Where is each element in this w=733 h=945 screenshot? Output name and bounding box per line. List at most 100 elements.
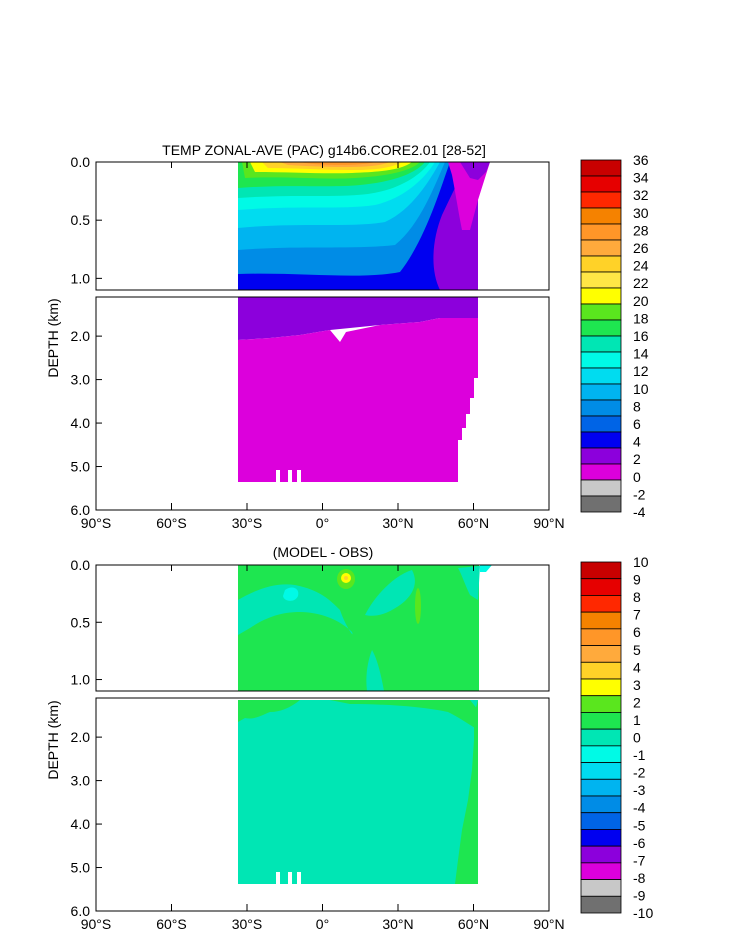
x-tick-label: 90°S	[81, 515, 112, 531]
colorbar-swatch	[580, 712, 622, 730]
y-tick-label: 5.0	[71, 459, 91, 475]
x-axis: 90°S 60°S 30°S 0° 30°N 60°N 90°N	[81, 565, 565, 932]
colorbar-swatch	[580, 447, 622, 465]
plot-lower-fill	[238, 700, 478, 884]
y-tick-label: 2.0	[71, 729, 91, 745]
x-tick-label: 90°N	[533, 916, 564, 932]
colorbar-label: 18	[633, 310, 649, 326]
y-tick-label: 4.0	[71, 816, 91, 832]
diff-band-neg1-0	[365, 570, 415, 616]
diff-band-1-2	[415, 588, 421, 624]
colorbar-label: 8	[633, 398, 641, 414]
x-tick-label: 90°N	[533, 515, 564, 531]
colorbar-swatch	[580, 795, 622, 814]
temp-band-26-28	[300, 162, 375, 165]
y-axis-upper: 0.0 0.5 1.0	[71, 154, 102, 286]
colorbar-label: 4	[633, 434, 641, 450]
colorbar-swatch	[580, 239, 622, 257]
colorbar-label: -9	[633, 887, 646, 903]
colorbar-label: 34	[633, 170, 649, 186]
colorbar-swatch	[580, 383, 622, 401]
diff-band-neg1-0	[458, 566, 480, 600]
colorbar-swatch	[580, 255, 622, 273]
topography-gap	[276, 872, 280, 884]
colorbar-label: 0	[633, 730, 641, 746]
y-tick-label: 3.0	[71, 372, 91, 388]
colorbar-swatch	[580, 628, 622, 646]
colorbar-label: -8	[633, 870, 646, 886]
x-tick-label: 30°N	[382, 916, 413, 932]
colorbar-swatch	[580, 678, 622, 697]
x-axis: 90°S 60°S 30°S 0° 30°N 60°N 90°N	[81, 162, 565, 531]
panel-temp: TEMP ZONAL-AVE (PAC) g14b6.CORE2.01 [28-…	[45, 142, 649, 531]
colorbar-swatch	[580, 479, 622, 497]
diff-band-neg2-neg1	[480, 565, 492, 572]
temp-band-north-patch	[460, 162, 490, 180]
diff-band-0-1	[238, 700, 300, 722]
colorbar-swatch	[580, 578, 622, 596]
colorbar-swatch	[580, 399, 622, 417]
colorbar-label: 8	[633, 589, 641, 605]
colorbar-swatch	[580, 351, 622, 369]
temp-band-0-2-deep	[238, 318, 478, 482]
x-tick-label: 60°S	[156, 515, 187, 531]
colorbar-swatch	[580, 191, 622, 209]
y-axis-lower: 2.0 3.0 4.0 5.0 6.0	[71, 729, 102, 919]
colorbar-swatch	[580, 495, 622, 513]
colorbar-label: 10	[633, 554, 649, 570]
diff-band-neg1-0	[366, 650, 384, 691]
colorbar-label: -4	[633, 800, 646, 816]
topography-gap	[288, 470, 292, 482]
diff-band-0-1	[238, 565, 479, 691]
x-tick-label: 0°	[316, 515, 329, 531]
y-tick-label: 1.0	[71, 672, 91, 688]
colorbar-label: 32	[633, 187, 649, 203]
y-tick-label: 0.5	[71, 614, 91, 630]
diff-band-neg1-0	[238, 700, 478, 884]
colorbar-label: 22	[633, 275, 649, 291]
y-tick-label: 2.0	[71, 328, 91, 344]
y-tick-label: 0.5	[71, 212, 91, 228]
colorbar-label: 16	[633, 328, 649, 344]
plot-lower-fill	[238, 297, 478, 482]
colorbar-label: 1	[633, 712, 641, 728]
diff-band-3-4	[344, 576, 348, 580]
colorbar-label: 9	[633, 572, 641, 588]
colorbar-swatch	[580, 463, 622, 481]
colorbar-label: -2	[633, 765, 646, 781]
colorbar-swatch	[580, 728, 622, 747]
y-axis-label: DEPTH (km)	[45, 298, 61, 377]
topography-gap	[288, 872, 292, 884]
colorbar-swatch	[580, 207, 622, 225]
x-tick-label: 60°N	[458, 515, 489, 531]
colorbar-swatch	[580, 762, 622, 780]
colorbar-swatch	[580, 661, 622, 680]
colorbar-label: 6	[633, 624, 641, 640]
colorbar-swatch	[580, 812, 622, 830]
colorbar-swatch	[580, 303, 622, 321]
plot-upper-fill	[238, 162, 490, 290]
colorbar-label: -1	[633, 747, 646, 763]
colorbar-label: 36	[633, 152, 649, 168]
colorbar-swatch	[580, 271, 622, 289]
colorbar-swatch	[580, 862, 622, 880]
colorbar-swatch	[580, 845, 622, 864]
colorbar-swatch	[580, 695, 622, 713]
y-tick-label: 0.0	[71, 557, 91, 573]
chart-title: (MODEL - OBS)	[273, 544, 374, 560]
y-tick-label: 1.0	[71, 270, 91, 286]
x-tick-label: 60°N	[458, 916, 489, 932]
x-tick-label: 30°S	[232, 916, 263, 932]
chart-title: TEMP ZONAL-AVE (PAC) g14b6.CORE2.01 [28-…	[162, 142, 486, 158]
colorbar-swatch	[580, 287, 622, 305]
colorbar-label: -3	[633, 782, 646, 798]
colorbar-swatch	[580, 595, 622, 613]
diff-band-neg1-0	[238, 584, 353, 635]
y-tick-label: 5.0	[71, 860, 91, 876]
y-tick-label: 6.0	[71, 903, 91, 919]
y-axis-label: DEPTH (km)	[45, 700, 61, 779]
colorbar-label: 24	[633, 258, 649, 274]
colorbar-label: 2	[633, 451, 641, 467]
colorbar-label: -10	[633, 905, 653, 921]
